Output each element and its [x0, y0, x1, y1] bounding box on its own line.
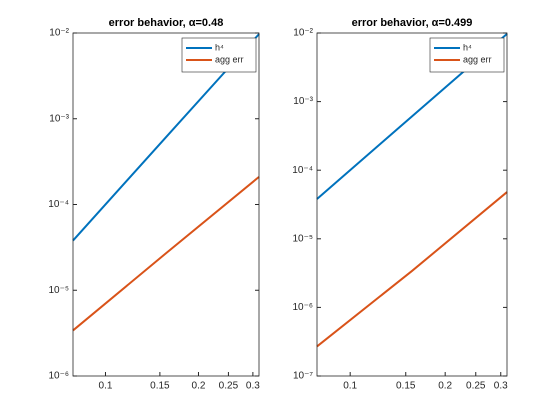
x-tick-label: 0.25 — [219, 381, 239, 392]
x-tick-label: 0.15 — [396, 381, 416, 392]
axes-box — [316, 32, 508, 377]
chart-title: error behavior, α=0.48 — [109, 17, 224, 29]
legend-label: agg err — [463, 54, 492, 64]
data-line — [316, 191, 508, 348]
y-tick-label: 10⁻⁴ — [48, 199, 69, 210]
y-tick-label: 10⁻⁵ — [292, 233, 313, 244]
x-tick-label: 0.1 — [99, 381, 113, 392]
legend-label: h⁴ — [215, 42, 224, 52]
legend-label: h⁴ — [463, 42, 472, 52]
y-tick-label: 10⁻⁶ — [292, 302, 313, 313]
axes-background — [317, 33, 507, 376]
x-tick-label: 0.3 — [494, 381, 508, 392]
axes-box — [72, 32, 260, 377]
x-tick-label: 0.25 — [466, 381, 486, 392]
y-tick-label: 10⁻² — [49, 28, 69, 39]
x-tick-label: 0.2 — [438, 381, 452, 392]
x-tick-label: 0.2 — [192, 381, 206, 392]
y-tick-label: 10⁻⁵ — [48, 285, 69, 296]
y-tick-label: 10⁻⁴ — [292, 165, 313, 176]
x-tick-label: 0.15 — [150, 381, 170, 392]
chart-title: error behavior, α=0.499 — [352, 17, 473, 29]
y-tick-label: 10⁻³ — [49, 113, 69, 124]
legend-box — [181, 37, 257, 73]
y-tick-label: 10⁻⁷ — [293, 371, 313, 382]
y-tick-label: 10⁻³ — [293, 96, 313, 107]
y-tick-label: 10⁻⁶ — [48, 371, 69, 382]
y-tick-label: 10⁻² — [293, 28, 313, 39]
legend-label: agg err — [215, 54, 244, 64]
x-tick-label: 0.1 — [343, 381, 357, 392]
axes-background — [73, 33, 259, 376]
legend-box — [429, 37, 505, 73]
x-tick-label: 0.3 — [246, 381, 260, 392]
data-line — [72, 176, 260, 332]
